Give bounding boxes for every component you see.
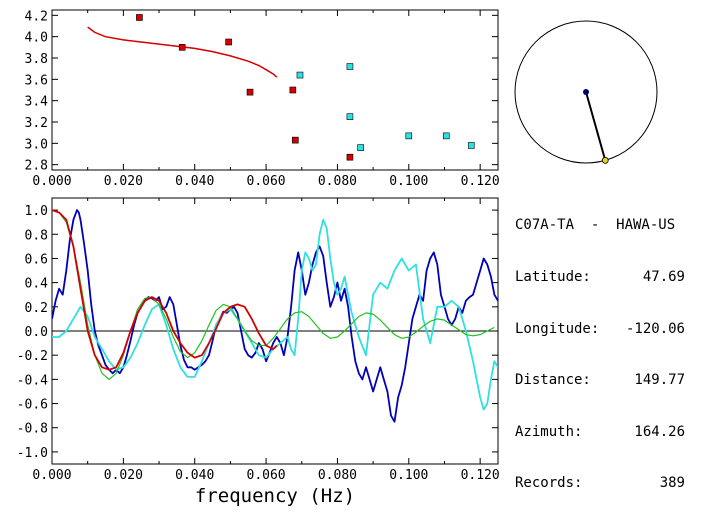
top-y-tick-label: 3.4	[25, 95, 49, 110]
cyan-data-point	[405, 132, 413, 140]
top-frame	[51, 9, 499, 171]
top-y-tick-label: 3.6	[25, 73, 48, 88]
top-x-tick-label: 0.100	[389, 174, 428, 189]
bottom-x-tick-label: 0.040	[175, 468, 214, 483]
bottom-y-tick-label: -0.4	[17, 373, 48, 388]
longitude-label: Longitude:	[515, 320, 600, 337]
azimuth-label: Azimuth:	[515, 423, 583, 440]
cyan-data-point	[357, 144, 364, 151]
source-marker	[583, 89, 589, 95]
bottom-x-tick-label: 0.120	[461, 468, 500, 483]
azimuth-value: 164.26	[634, 423, 685, 440]
cyan-data-point	[467, 142, 475, 149]
bottom-x-tick-label: 0.060	[247, 468, 286, 483]
bottom-x-tick-label: 0.080	[318, 468, 357, 483]
red-data-point	[178, 44, 186, 51]
cyan-data-point	[346, 113, 354, 120]
group-velocity-scatter: 0.000 0.020 0.040 0.060 0.080 0.100 0.120 2.8 3.…	[25, 9, 500, 189]
distance-value: 149.77	[634, 372, 685, 389]
top-y-tick-label: 4.0	[25, 31, 48, 46]
bottom-x-tick-label: 0.000	[32, 468, 71, 483]
red-data-point	[225, 38, 232, 46]
bottom-y-tick-label: -0.6	[17, 398, 48, 413]
cyan-data-point	[296, 71, 304, 79]
red-data-point	[289, 86, 297, 94]
bottom-y-tick-label: -1.0	[17, 446, 48, 461]
bottom-y-tick-label: 0.4	[25, 277, 49, 292]
blue-series-line	[52, 209, 498, 423]
latitude-row: Latitude: 47.69	[515, 269, 705, 286]
station-info-panel: C07A-TA - HAWA-US Latitude: 47.69 Longit…	[515, 183, 705, 510]
station-azimuth-globe	[514, 20, 658, 164]
red-data-point	[246, 88, 254, 96]
azimuth-row: Azimuth: 164.26	[515, 424, 705, 441]
records-value: 389	[659, 475, 685, 492]
x-axis-title: frequency (Hz)	[195, 485, 355, 507]
red-series-line	[52, 209, 278, 371]
bottom-y-tick-label: -0.2	[17, 349, 48, 364]
bottom-y-tick-label: -0.8	[17, 422, 48, 437]
top-x-tick-label: 0.000	[32, 174, 71, 189]
station-name: C07A-TA - HAWA-US	[515, 217, 676, 234]
spectral-correlation-plot: 0.000 0.020 0.040 0.060 0.080 0.100 0.120 -1.0 -…	[17, 197, 500, 507]
latitude-value: 47.69	[642, 269, 685, 286]
globe-outline	[514, 20, 658, 164]
cyan-data-point	[442, 132, 450, 140]
top-red-curve	[87, 26, 278, 78]
distance-row: Distance: 149.77	[515, 372, 705, 389]
top-y-tick-label: 3.0	[25, 137, 48, 152]
top-x-tick-label: 0.080	[318, 174, 357, 189]
green-series-line	[52, 209, 495, 380]
station-marker	[601, 156, 609, 164]
cyan-series-line	[52, 218, 498, 411]
red-data-point	[346, 153, 354, 161]
top-x-tick-label: 0.120	[461, 174, 500, 189]
records-row: Records: 389	[515, 475, 705, 492]
top-y-tick-label: 2.8	[25, 159, 48, 174]
bottom-y-tick-label: 1.0	[25, 204, 48, 219]
distance-label: Distance:	[515, 372, 591, 389]
red-data-point	[292, 136, 299, 144]
bottom-x-tick-label: 0.100	[389, 468, 428, 483]
bottom-x-tick-label: 0.020	[104, 468, 143, 483]
red-data-point	[136, 14, 143, 21]
bottom-y-tick-label: 0.2	[25, 301, 48, 316]
bottom-y-tick-label: 0.6	[25, 252, 48, 267]
great-circle-path	[585, 91, 607, 161]
top-y-tick-label: 3.8	[25, 52, 48, 67]
top-x-tick-label: 0.040	[175, 174, 214, 189]
top-y-tick-label: 3.2	[25, 116, 48, 131]
longitude-value: -120.06	[625, 320, 685, 337]
bottom-y-tick-label: 0.8	[25, 228, 48, 243]
longitude-row: Longitude: -120.06	[515, 321, 705, 338]
top-x-tick-label: 0.020	[104, 174, 143, 189]
latitude-label: Latitude:	[515, 269, 591, 286]
bottom-y-tick-label: 0.0	[25, 325, 48, 340]
records-label: Records:	[515, 475, 583, 492]
top-x-tick-label: 0.060	[247, 174, 286, 189]
top-y-tick-label: 4.2	[25, 9, 48, 24]
cyan-data-point	[346, 63, 354, 70]
